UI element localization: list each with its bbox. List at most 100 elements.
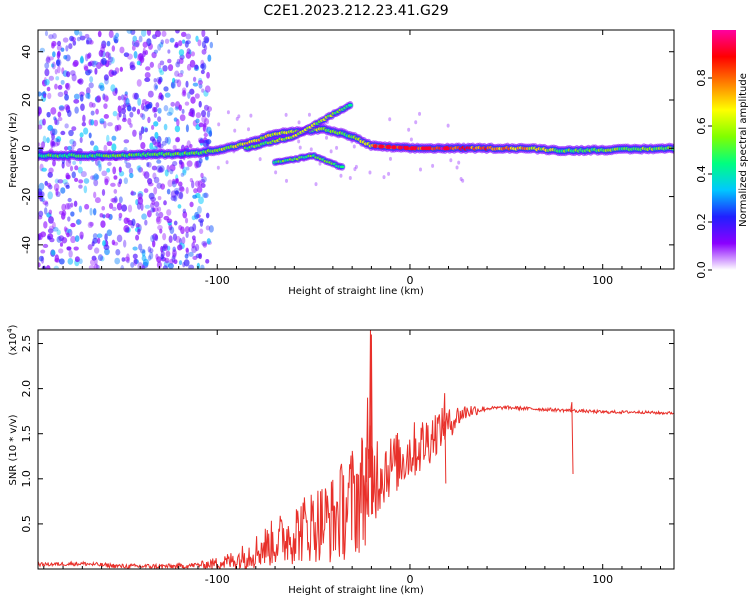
noise-dot (194, 180, 201, 187)
noise-dot (42, 243, 49, 248)
noise-dot (192, 255, 198, 261)
noise-dot (154, 85, 159, 90)
noise-dot (58, 258, 65, 265)
noise-dot (83, 178, 90, 184)
noise-dot (325, 135, 329, 140)
noise-dot (81, 121, 87, 127)
noise-dot (57, 91, 64, 98)
noise-dot (67, 258, 74, 265)
noise-dot (156, 206, 162, 212)
noise-dot (201, 110, 207, 118)
noise-dot (457, 160, 461, 165)
noise-dot (48, 167, 54, 174)
noise-dot (155, 216, 162, 225)
colorbar-tick-label: 0.0 (695, 261, 708, 279)
snr-x-tick-label: -100 (205, 573, 230, 586)
noise-dot (64, 182, 70, 188)
noise-dot (79, 31, 83, 37)
noise-dot (179, 114, 186, 122)
noise-dot (118, 196, 123, 204)
noise-dot (93, 191, 97, 199)
noise-dot (93, 60, 99, 66)
noise-dot (207, 106, 213, 112)
snr-panel: -100 0 100 0.5 1.0 1.5 2.0 2.5 Height of straig… (6, 324, 675, 596)
noise-dot (120, 94, 125, 101)
noise-dot (125, 162, 132, 169)
noise-dot (186, 160, 193, 167)
noise-dot (157, 107, 162, 114)
noise-dot (105, 213, 111, 219)
noise-dot (103, 94, 109, 103)
noise-dot (78, 179, 84, 184)
noise-dot (44, 78, 50, 86)
noise-dot (151, 51, 157, 59)
noise-dot (335, 145, 339, 150)
snr-x-tick-label: 100 (592, 573, 613, 586)
noise-dot (106, 141, 113, 147)
noise-dot (154, 131, 159, 139)
noise-dot (106, 40, 111, 47)
noise-dot (156, 159, 162, 164)
ridge-peak (445, 146, 450, 151)
noise-dot (155, 102, 160, 108)
noise-dot (247, 127, 251, 132)
noise-dot (198, 122, 204, 128)
noise-dot (146, 210, 152, 218)
noise-dot (89, 221, 94, 227)
noise-dot (194, 243, 200, 252)
noise-dot (144, 204, 151, 209)
noise-dot (110, 182, 116, 187)
noise-dot (153, 201, 160, 208)
noise-dot (153, 78, 157, 83)
snr-y-tick-label: 0.5 (20, 515, 33, 533)
noise-dot (201, 240, 208, 246)
noise-dot (143, 171, 150, 179)
noise-dot (98, 49, 104, 57)
noise-dot (60, 47, 65, 52)
noise-dot (156, 216, 161, 223)
noise-dot (181, 87, 187, 94)
noise-dot (180, 172, 185, 177)
noise-dot (354, 164, 358, 169)
ridge-peak (420, 146, 426, 151)
noise-dot (388, 156, 392, 161)
noise-dot (100, 43, 106, 49)
snr-y-axis-label: SNR (10 * v/v) (8, 414, 19, 485)
noise-dot (189, 201, 194, 208)
noise-dot (89, 207, 93, 216)
noise-dot (69, 138, 75, 145)
noise-dot (72, 140, 77, 147)
snr-x-tick-label: 0 (406, 573, 413, 586)
noise-dot (110, 56, 115, 64)
snr-line (38, 405, 674, 569)
noise-dot (172, 77, 176, 83)
noise-dot (87, 61, 93, 67)
noise-dot (89, 140, 95, 146)
noise-dot (167, 49, 171, 54)
noise-dot (66, 232, 70, 238)
noise-dot (105, 95, 109, 102)
noise-dot (53, 265, 60, 269)
noise-dot (204, 37, 209, 44)
noise-dot (72, 160, 77, 166)
noise-dot (198, 218, 204, 223)
noise-dot (129, 111, 134, 118)
noise-dot (49, 237, 55, 243)
noise-dot (51, 61, 56, 70)
noise-dot (70, 211, 75, 217)
noise-dot (133, 92, 139, 100)
noise-dot (44, 68, 50, 77)
noise-dot (88, 265, 95, 269)
noise-dot (297, 120, 301, 125)
noise-dot (38, 142, 41, 147)
noise-dot (102, 240, 106, 247)
noise-dot (79, 57, 85, 64)
noise-dot (93, 119, 99, 127)
noise-dot (79, 137, 83, 144)
noise-dot (174, 70, 180, 77)
noise-dot (200, 178, 206, 184)
noise-dot (191, 180, 195, 189)
noise-dot (137, 196, 144, 205)
noise-dot (159, 60, 165, 66)
noise-dot (121, 117, 127, 123)
